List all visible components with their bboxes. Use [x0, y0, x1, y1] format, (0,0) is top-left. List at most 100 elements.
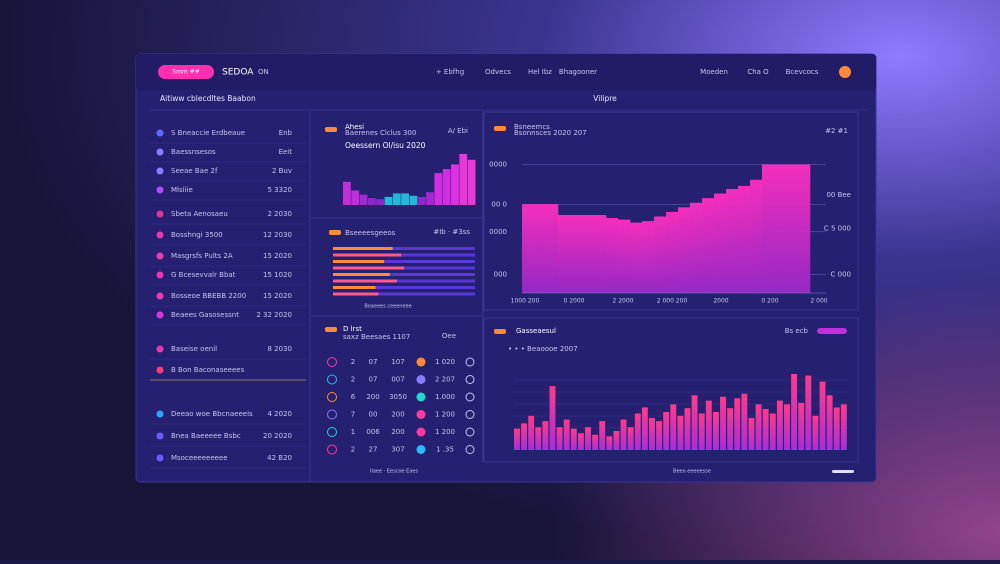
- bar: [840, 404, 847, 450]
- cell: 07: [369, 358, 378, 366]
- bar: [392, 193, 401, 205]
- area-column: [774, 164, 787, 293]
- bar: [459, 153, 468, 205]
- cell: 2: [351, 376, 355, 384]
- bar-highlight: [333, 279, 397, 283]
- row-label[interactable]: Baessnsesos: [171, 148, 216, 156]
- row-label[interactable]: Bosshngi 3500: [171, 231, 223, 239]
- cell: 2: [351, 358, 355, 366]
- tag: [494, 126, 506, 131]
- bar: [401, 193, 409, 205]
- area-column: [594, 214, 607, 293]
- row-label[interactable]: B Bon Baconaseeees: [171, 366, 245, 374]
- brand-tag: ON: [258, 68, 269, 76]
- row-label[interactable]: Bnea Baeeeee Bsbc: [171, 432, 241, 440]
- row-label[interactable]: Bosseoe BBEBB 2200: [171, 292, 246, 300]
- bar: [705, 400, 712, 450]
- y2-tick-label: C 5 000: [824, 225, 851, 233]
- x-tick-label: 2000: [713, 298, 728, 305]
- row-value: 20 2020: [263, 432, 292, 440]
- bar: [592, 434, 599, 450]
- y-tick-label: 0000: [489, 160, 507, 168]
- bar: [741, 393, 748, 450]
- bar: [556, 427, 563, 450]
- panel-title: Ahesi: [345, 123, 364, 131]
- row-value: 8 2030: [268, 345, 293, 353]
- panel-title: Bseeeesgeeos: [345, 229, 396, 237]
- bar: [819, 381, 826, 450]
- x-tick-label: 1000 200: [511, 298, 540, 305]
- panel-title: Gasseaesul: [516, 327, 556, 335]
- row-label[interactable]: Beaees Gasosessnt: [171, 311, 239, 319]
- icon: [465, 445, 475, 454]
- bar: [712, 412, 719, 450]
- row-label[interactable]: S Bneaccie Erdbeaue: [171, 129, 245, 137]
- nav-item[interactable]: Hel Ibz: [528, 68, 552, 76]
- x-tick-label: 0 2000: [564, 298, 585, 305]
- cell: 07: [369, 376, 378, 384]
- pill-button[interactable]: [158, 65, 214, 79]
- bar: [620, 419, 627, 450]
- row-label[interactable]: Mlsiiie: [171, 186, 193, 194]
- icon: [327, 444, 337, 455]
- row-icon: [156, 366, 164, 374]
- row-label[interactable]: Masgrsfs Pults 2A: [171, 252, 233, 260]
- nav-item[interactable]: + Ebfhg: [436, 68, 464, 76]
- row-icon: [156, 410, 164, 418]
- row-icon: [156, 148, 164, 156]
- bar-total: [333, 292, 475, 296]
- area-column: [630, 222, 643, 293]
- y-tick-label: 000: [494, 271, 507, 279]
- bar: [762, 408, 769, 450]
- cell: 107: [391, 358, 404, 366]
- bar: [613, 431, 620, 450]
- area-column: [738, 185, 751, 293]
- area-column: [546, 204, 559, 293]
- cell: 1 200: [435, 428, 455, 436]
- row-label[interactable]: Msoceeeeeeeee: [171, 454, 228, 462]
- row-icon: [156, 345, 164, 353]
- area-column: [642, 221, 655, 293]
- row-label[interactable]: G Bcesevvalr Bbat: [171, 271, 236, 279]
- icon: [327, 374, 337, 385]
- nav-item[interactable]: Bhagooner: [559, 68, 597, 76]
- header-link[interactable]: Moeden: [700, 68, 728, 76]
- icon: [465, 357, 475, 367]
- cell: 6: [351, 393, 356, 401]
- badge-pill[interactable]: [817, 328, 847, 334]
- panel-caption: Boaeees ceeeneee: [364, 304, 411, 310]
- row-value: 15 1020: [263, 271, 292, 279]
- bar: [570, 428, 577, 450]
- bar: [376, 199, 385, 205]
- bar: [351, 190, 360, 205]
- bar: [663, 412, 670, 450]
- badge: A/ Ebi: [448, 127, 468, 135]
- cell: 200: [366, 393, 379, 401]
- row-label[interactable]: Deeao woe Bbcnaeeeis: [171, 410, 253, 418]
- bar: [727, 408, 734, 450]
- bar: [791, 374, 798, 450]
- row-label[interactable]: Sbeta Aenosaeu: [171, 210, 228, 218]
- panel-borders: [149, 109, 868, 482]
- row-icon: [156, 311, 164, 319]
- panel-subtitle: • • • Beaoooe 2007: [508, 345, 578, 353]
- icon: [465, 427, 475, 437]
- bar: [627, 427, 634, 450]
- pill-label[interactable]: Smm ##: [172, 69, 199, 76]
- cell: 2: [351, 446, 355, 454]
- bar: [691, 395, 698, 450]
- row-label[interactable]: Baseise oenil: [171, 345, 217, 353]
- bar: [656, 421, 663, 450]
- row-label[interactable]: Seeae Bae 2f: [171, 167, 218, 175]
- nav-item[interactable]: Odvecs: [485, 68, 511, 76]
- bar: [359, 194, 368, 205]
- area-column: [714, 193, 727, 293]
- panel-title: D lrst: [343, 325, 362, 333]
- avatar[interactable]: [839, 66, 851, 78]
- bar: [670, 404, 677, 450]
- icon: [327, 357, 337, 367]
- cell: 006: [366, 428, 380, 436]
- header-link[interactable]: Bcevcocs: [786, 68, 819, 76]
- header-link[interactable]: Cha O: [747, 68, 769, 76]
- y2-tick-label: 00 Bee: [826, 191, 851, 199]
